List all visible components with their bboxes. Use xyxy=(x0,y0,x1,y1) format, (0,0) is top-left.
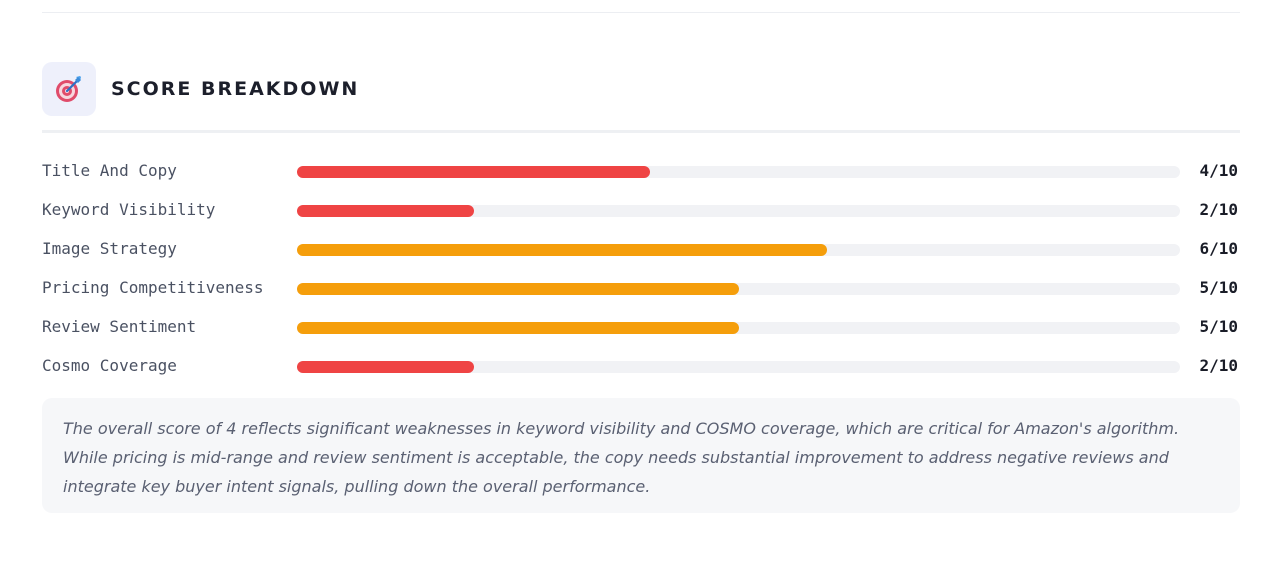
header-divider xyxy=(42,130,1240,133)
score-value: 4/10 xyxy=(1199,161,1238,180)
score-row: Cosmo Coverage 2/10 xyxy=(42,347,1240,386)
score-list: Title And Copy 4/10 Keyword Visibility 2… xyxy=(42,152,1240,386)
score-bar xyxy=(297,283,739,295)
score-row: Review Sentiment 5/10 xyxy=(42,308,1240,347)
score-value: 5/10 xyxy=(1199,317,1238,336)
score-label: Review Sentiment xyxy=(42,317,197,336)
score-bar xyxy=(297,244,827,256)
score-label: Image Strategy xyxy=(42,239,177,258)
score-track xyxy=(297,361,1180,373)
score-track xyxy=(297,283,1180,295)
summary-text: The overall score of 4 reflects signific… xyxy=(63,419,1180,496)
score-label: Keyword Visibility xyxy=(42,200,216,219)
score-value: 6/10 xyxy=(1199,239,1238,258)
target-icon xyxy=(42,62,96,116)
score-row: Image Strategy 6/10 xyxy=(42,230,1240,269)
score-row: Pricing Competitiveness 5/10 xyxy=(42,269,1240,308)
section-title: SCORE BREAKDOWN xyxy=(111,78,360,100)
score-track xyxy=(297,244,1180,256)
score-value: 5/10 xyxy=(1199,278,1238,297)
score-label: Cosmo Coverage xyxy=(42,356,177,375)
score-track xyxy=(297,205,1180,217)
score-bar xyxy=(297,322,739,334)
score-row: Title And Copy 4/10 xyxy=(42,152,1240,191)
score-bar xyxy=(297,205,474,217)
summary-box: The overall score of 4 reflects signific… xyxy=(42,398,1240,513)
score-row: Keyword Visibility 2/10 xyxy=(42,191,1240,230)
score-bar xyxy=(297,166,651,178)
score-label: Pricing Competitiveness xyxy=(42,278,264,297)
score-value: 2/10 xyxy=(1199,356,1238,375)
score-value: 2/10 xyxy=(1199,200,1238,219)
score-bar xyxy=(297,361,474,373)
score-label: Title And Copy xyxy=(42,161,177,180)
top-divider xyxy=(42,12,1240,13)
score-track xyxy=(297,322,1180,334)
score-track xyxy=(297,166,1180,178)
section-header: SCORE BREAKDOWN xyxy=(42,62,1240,116)
